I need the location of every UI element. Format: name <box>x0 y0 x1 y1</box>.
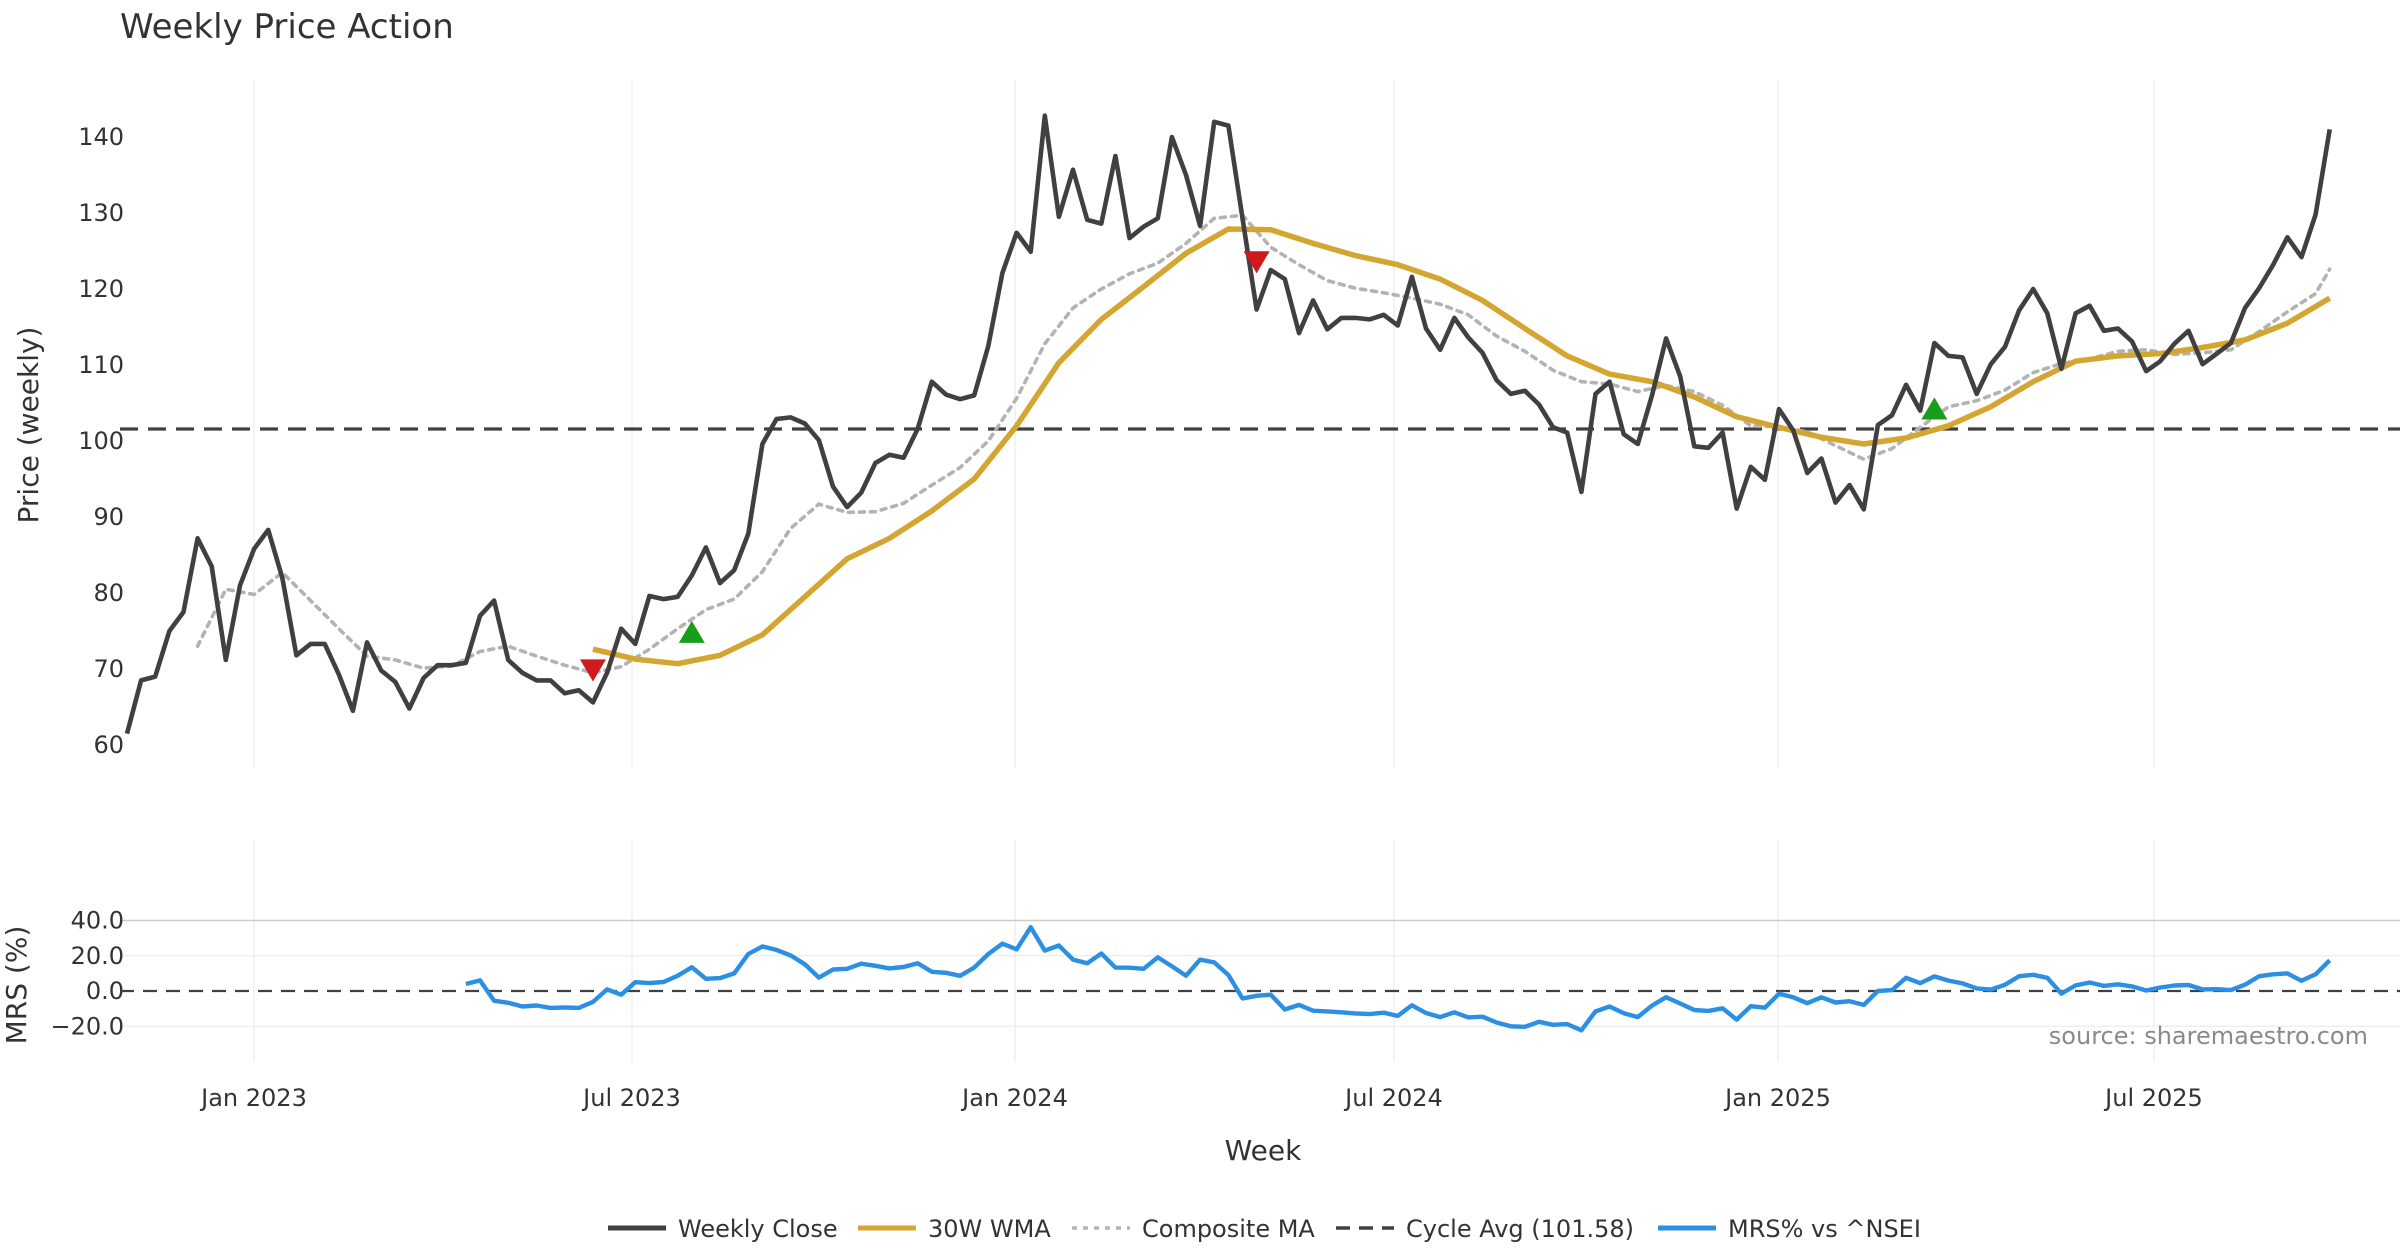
legend-label: Weekly Close <box>678 1215 838 1243</box>
price-y-tick-label: 100 <box>78 427 124 455</box>
chart-title: Weekly Price Action <box>120 7 454 47</box>
x-tick-label: Jan 2025 <box>1723 1084 1831 1112</box>
mrs-y-tick-label: −20.0 <box>50 1012 124 1040</box>
legend-item: Cycle Avg (101.58) <box>1336 1215 1634 1243</box>
legend-label: 30W WMA <box>928 1215 1051 1243</box>
price-y-ticks: 60 70 80 90 100 110 120 130 140 <box>78 123 124 759</box>
buy-signal-marker <box>678 620 705 643</box>
x-tick-label: Jan 2024 <box>960 1084 1068 1112</box>
price-y-tick-label: 120 <box>78 275 124 303</box>
grid-layer <box>120 80 2400 1062</box>
legend-item: MRS% vs ^NSEI <box>1658 1215 1921 1243</box>
legend-item: Composite MA <box>1072 1215 1315 1243</box>
mrs-y-tick-label: 40.0 <box>71 907 124 935</box>
signal-markers <box>579 251 1948 682</box>
price-y-tick-label: 70 <box>93 655 124 683</box>
legend: Weekly Close 30W WMA Composite MA Cycle Avg… <box>608 1215 1921 1243</box>
price-y-tick-label: 80 <box>93 579 124 607</box>
source-note: source: sharemaestro.com <box>2049 1022 2368 1050</box>
legend-label: Cycle Avg (101.58) <box>1406 1215 1634 1243</box>
weekly-close-line <box>124 113 2332 735</box>
x-axis-label: Week <box>1225 1134 1302 1167</box>
sell-signal-marker <box>579 659 606 682</box>
price-y-tick-label: 110 <box>78 351 124 379</box>
mrs-axis-label: MRS (%) <box>0 926 33 1045</box>
legend-label: Composite MA <box>1142 1215 1315 1243</box>
price-axis-label: Price (weekly) <box>12 327 45 524</box>
legend-label: MRS% vs ^NSEI <box>1728 1215 1921 1243</box>
legend-item: Weekly Close <box>608 1215 838 1243</box>
x-tick-label: Jul 2023 <box>581 1084 681 1112</box>
mrs-y-ticks: 40.0 20.0 0.0 −20.0 <box>50 907 124 1041</box>
price-y-tick-label: 140 <box>78 123 124 151</box>
x-tick-label: Jan 2023 <box>199 1084 307 1112</box>
x-tick-label: Jul 2024 <box>1343 1084 1443 1112</box>
price-y-tick-label: 130 <box>78 199 124 227</box>
buy-signal-marker <box>1921 397 1948 420</box>
x-tick-label: Jul 2025 <box>2103 1084 2203 1112</box>
legend-item: 30W WMA <box>858 1215 1051 1243</box>
price-y-tick-label: 90 <box>93 503 124 531</box>
price-y-tick-label: 60 <box>93 731 124 759</box>
mrs-y-tick-label: 0.0 <box>86 977 124 1005</box>
composite-ma-line <box>195 213 2332 675</box>
wma-30w-line <box>592 226 2332 667</box>
series-layer <box>120 113 2400 1033</box>
mrs-line <box>465 925 2332 1033</box>
mrs-y-tick-label: 20.0 <box>71 942 124 970</box>
x-ticks: Jan 2023 Jul 2023 Jan 2024 Jul 2024 Jan 2025… <box>199 1084 2203 1112</box>
sell-signal-marker <box>1243 251 1270 274</box>
